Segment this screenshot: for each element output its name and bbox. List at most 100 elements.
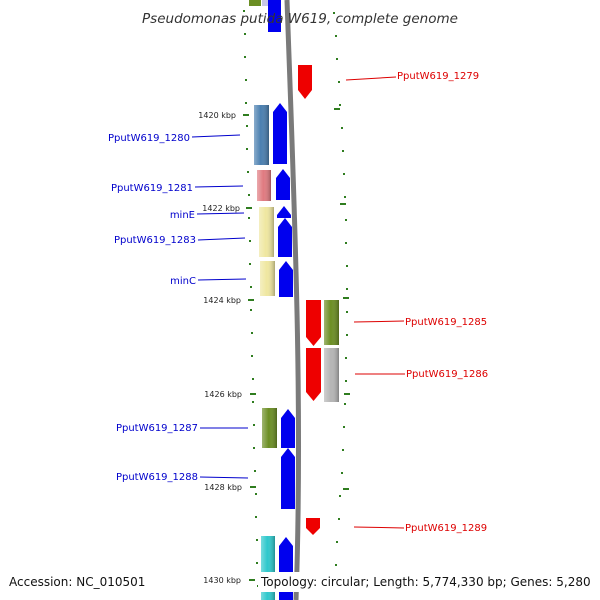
tick-dot (346, 311, 348, 313)
tick-dot (336, 541, 338, 543)
top-partial-features (249, 0, 281, 32)
cds-arrow-mine (277, 206, 291, 218)
scale-label-1430: 1430 kbp (203, 576, 241, 585)
tick-dot (244, 56, 246, 58)
tick-dot (342, 449, 344, 451)
gene-label-minc[interactable]: minC (170, 276, 196, 287)
major-tick-1422 (246, 207, 252, 209)
leader-line-1280 (191, 134, 241, 138)
tick-dot (341, 472, 343, 474)
tick-dot (251, 332, 253, 334)
bevel-overlay (257, 170, 271, 201)
tick-dot (256, 539, 258, 541)
forward-gene-labels: PputW619_1280 PputW619_1281 minE PputW61… (108, 133, 249, 483)
scale-label-1420: 1420 kbp (198, 111, 236, 120)
major-tick-1424 (248, 299, 254, 301)
cds-forward-partial (268, 0, 281, 32)
tick-dot (344, 403, 346, 405)
tick-dot (249, 263, 251, 265)
tick-dot (341, 127, 343, 129)
tick-dot (248, 217, 250, 219)
tick-dot (336, 58, 338, 60)
tick-dot (256, 562, 258, 564)
tick-dot (345, 219, 347, 221)
tick-dot (243, 10, 245, 12)
footer-left-background (6, 572, 152, 592)
leader-line-1285 (353, 320, 405, 323)
cds-arrow-1286 (306, 348, 321, 401)
tick-dot (252, 378, 254, 380)
tick-dot (345, 357, 347, 359)
bevel-overlay (324, 300, 339, 345)
right-tick-dash (343, 297, 349, 299)
cds-arrow-1280 (273, 103, 287, 164)
gene-label-1280[interactable]: PputW619_1280 (108, 133, 190, 144)
reverse-cds-track (298, 65, 321, 535)
tick-dot (345, 380, 347, 382)
tick-dot (346, 334, 348, 336)
tick-dot (249, 240, 251, 242)
right-tick-dash (344, 393, 350, 395)
tick-dot (250, 286, 252, 288)
leader-line-1283 (197, 237, 246, 241)
gene-label-1289[interactable]: PputW619_1289 (405, 523, 487, 534)
tick-dot (343, 426, 345, 428)
leader-line-1281 (194, 185, 244, 188)
leader-line-1288 (199, 476, 249, 479)
gene-label-1287[interactable]: PputW619_1287 (116, 423, 198, 434)
leader-line-1289 (353, 526, 405, 529)
gene-label-1283[interactable]: PputW619_1283 (114, 235, 196, 246)
tick-dot (248, 194, 250, 196)
map-footer: Accession: NC_010501 Topology: circular;… (6, 572, 598, 592)
major-tick-1430 (249, 579, 255, 581)
leader-line-1279 (345, 76, 397, 81)
tick-dot (255, 493, 257, 495)
tick-dot (333, 12, 335, 14)
scale-label-1422: 1422 kbp (202, 204, 240, 213)
cds-arrow-1288 (281, 448, 295, 509)
tick-dot (252, 401, 254, 403)
forward-cds-track (273, 103, 295, 600)
map-title: Pseudomonas putida W619, complete genome (142, 11, 458, 27)
scale-label-1426: 1426 kbp (204, 390, 242, 399)
bevel-overlay (324, 348, 339, 402)
cog-block-partial (262, 0, 272, 6)
scale-label-1428: 1428 kbp (204, 483, 242, 492)
tick-dot (344, 196, 346, 198)
tick-dot (246, 148, 248, 150)
gene-label-1281[interactable]: PputW619_1281 (111, 183, 193, 194)
cds-arrow-1281 (276, 169, 290, 200)
tick-dot (247, 171, 249, 173)
gene-label-1286[interactable]: PputW619_1286 (406, 369, 488, 380)
bevel-overlay (259, 207, 274, 257)
genome-backbone (284, 0, 302, 600)
tick-dot (338, 81, 340, 83)
tick-dot (338, 518, 340, 520)
tick-dot (251, 355, 253, 357)
tick-dot (342, 150, 344, 152)
gene-label-1288[interactable]: PputW619_1288 (116, 472, 198, 483)
tick-dot (339, 104, 341, 106)
gene-label-1285[interactable]: PputW619_1285 (405, 317, 487, 328)
leader-line-mine (196, 212, 245, 215)
major-tick-1428 (250, 486, 256, 488)
tick-dot (335, 564, 337, 566)
tick-dot (255, 516, 257, 518)
bevel-overlay (260, 261, 275, 296)
gene-label-mine[interactable]: minE (170, 210, 195, 221)
scale-label-1424: 1424 kbp (203, 296, 241, 305)
tick-dot (245, 79, 247, 81)
tick-dot (339, 495, 341, 497)
reverse-gene-labels: PputW619_1279 PputW619_1285 PputW619_128… (345, 71, 488, 534)
cds-arrow-1287 (281, 409, 295, 448)
gene-label-1279[interactable]: PputW619_1279 (397, 71, 479, 82)
tick-dot (253, 447, 255, 449)
bevel-overlay (262, 408, 277, 448)
right-tick-dash (334, 108, 340, 110)
tick-dot (346, 265, 348, 267)
tick-dot (254, 470, 256, 472)
right-tick-dash (340, 203, 346, 205)
cog-block-partial (249, 0, 261, 6)
scale-tick-dots (243, 10, 348, 589)
